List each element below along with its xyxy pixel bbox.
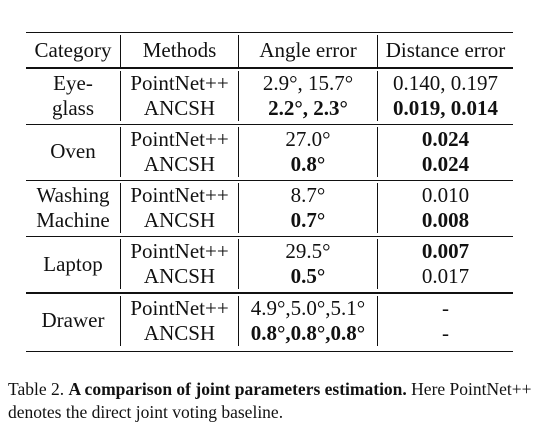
header-distance-error: Distance error: [385, 38, 506, 63]
distance-error-column: 0.024 0.024: [378, 127, 513, 177]
angle-error-column: 27.0° 0.8°: [239, 126, 378, 177]
table-header-row: Category Methods Angle error Distance er…: [26, 35, 513, 68]
group-rule: [26, 292, 513, 294]
category-cell: Washing Machine: [26, 183, 121, 234]
distance-error-column: --: [378, 296, 513, 346]
methods-column: PointNet++ ANCSH: [121, 70, 239, 121]
method-cell: PointNet++: [130, 183, 229, 208]
table-caption: Table 2. A comparison of joint parameter…: [8, 378, 538, 424]
angle-error-cell: 0.8°: [290, 151, 326, 176]
category-label: Oven: [50, 139, 96, 164]
angle-error-cell: 0.5°: [290, 264, 326, 289]
angle-error-column: 2.9°, 15.7° 2.2°, 2.3°: [239, 70, 378, 121]
category-cell: Drawer: [26, 295, 121, 346]
angle-error-cell: 8.7°: [290, 183, 326, 208]
method-cell: PointNet++: [130, 70, 229, 95]
method-cell: ANCSH: [143, 208, 216, 233]
method-cell: PointNet++: [130, 126, 229, 151]
top-rule: [26, 32, 513, 34]
distance-error-cell: 0.019, 0.014: [393, 95, 498, 120]
bottom-rule: [26, 350, 513, 353]
methods-column: PointNet++ ANCSH: [121, 239, 239, 290]
category-cell: Laptop: [26, 239, 121, 290]
group-rule: [26, 123, 513, 125]
category-label: Washing: [36, 183, 110, 208]
angle-error-column: 29.5° 0.5°: [239, 239, 378, 290]
methods-column: PointNet++ ANCSH: [121, 183, 239, 234]
group-rule: [26, 179, 513, 182]
category-label: Machine: [36, 208, 110, 233]
angle-error-cell: 4.9°,5.0°,5.1°: [250, 295, 366, 320]
distance-error-column: 0.140, 0.197 0.019, 0.014: [378, 71, 513, 121]
distance-error-column: 0.010 0.008: [378, 183, 513, 233]
angle-error-cell: 0.8°,0.8°,0.8°: [250, 320, 366, 345]
table-group: Washing Machine PointNet++ ANCSH 8.7° 0.7° 0.0…: [26, 181, 513, 236]
header-methods: Methods: [121, 35, 239, 68]
distance-error-cell: -: [442, 320, 449, 345]
method-cell: PointNet++: [130, 295, 229, 320]
method-cell: ANCSH: [143, 264, 216, 289]
header-rule: [26, 67, 513, 69]
category-cell: Oven: [26, 126, 121, 177]
distance-error-cell: 0.010: [421, 183, 470, 208]
methods-column: PointNet++ ANCSH: [121, 126, 239, 177]
category-label: Eye-: [53, 70, 93, 95]
distance-error-cell: 0.008: [421, 208, 470, 233]
method-cell: ANCSH: [143, 151, 216, 176]
table-group: Oven PointNet++ ANCSH 27.0° 0.8° 0.024 0.024: [26, 125, 513, 180]
methods-column: PointNet++ ANCSH: [121, 295, 239, 346]
header-angle-error: Angle error: [239, 35, 378, 68]
method-cell: ANCSH: [143, 95, 216, 120]
angle-error-column: 8.7° 0.7°: [239, 183, 378, 234]
method-cell: PointNet++: [130, 239, 229, 264]
caption-description: Here PointNet++ denotes the direct joint…: [8, 379, 532, 422]
angle-error-cell: 2.2°, 2.3°: [268, 95, 348, 120]
distance-error-column: 0.007 0.017: [378, 239, 513, 289]
distance-error-cell: -: [442, 295, 449, 320]
group-rule: [26, 236, 513, 238]
distance-error-cell: 0.140, 0.197: [393, 70, 498, 95]
category-label: Drawer: [41, 308, 105, 333]
distance-error-cell: 0.024: [421, 126, 470, 151]
caption-title: A comparison of joint parameters estimat…: [68, 379, 407, 399]
category-cell: Eye-glass: [26, 70, 121, 121]
table-group: Laptop PointNet++ ANCSH 29.5° 0.5° 0.007 0.017: [26, 237, 513, 292]
category-label: Laptop: [43, 251, 103, 276]
method-cell: ANCSH: [143, 320, 216, 345]
caption-label: Table 2.: [8, 379, 65, 399]
header-category: Category: [26, 35, 121, 68]
distance-error-cell: 0.017: [421, 264, 470, 289]
table-group: Drawer PointNet++ ANCSH 4.9°,5.0°,5.1° 0.8°,…: [26, 294, 513, 349]
angle-error-cell: 0.7°: [290, 208, 326, 233]
results-table: Category Methods Angle error Distance er…: [26, 32, 513, 353]
angle-error-cell: 2.9°, 15.7°: [262, 70, 354, 95]
angle-error-cell: 27.0°: [285, 126, 331, 151]
angle-error-cell: 29.5°: [285, 239, 331, 264]
angle-error-column: 4.9°,5.0°,5.1° 0.8°,0.8°,0.8°: [239, 295, 378, 346]
distance-error-cell: 0.007: [421, 239, 470, 264]
category-label: glass: [52, 95, 94, 120]
table-group: Eye-glass PointNet++ ANCSH 2.9°, 15.7° 2.2°,…: [26, 69, 513, 124]
distance-error-cell: 0.024: [421, 151, 470, 176]
